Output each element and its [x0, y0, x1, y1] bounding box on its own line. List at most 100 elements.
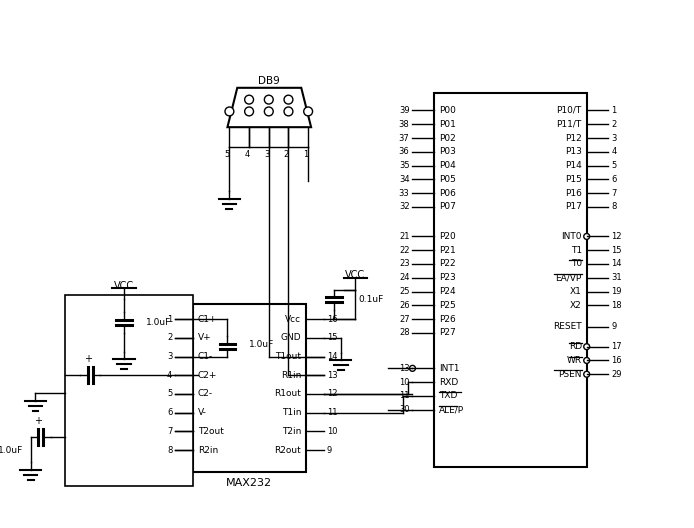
Text: 1: 1: [303, 150, 309, 159]
Circle shape: [245, 95, 253, 104]
Polygon shape: [228, 88, 311, 127]
Text: 17: 17: [611, 342, 622, 351]
Text: 16: 16: [327, 315, 337, 324]
Text: P24: P24: [439, 287, 456, 296]
Text: 13: 13: [399, 364, 409, 373]
Text: 2: 2: [284, 150, 289, 159]
Text: 23: 23: [399, 259, 409, 269]
Text: X2: X2: [570, 301, 582, 310]
Text: P05: P05: [439, 175, 456, 184]
Text: P15: P15: [565, 175, 582, 184]
Circle shape: [264, 107, 273, 116]
Text: P01: P01: [439, 120, 456, 129]
Text: 8: 8: [167, 446, 172, 455]
Text: P04: P04: [439, 161, 456, 170]
Text: 34: 34: [399, 175, 409, 184]
Text: 19: 19: [611, 287, 622, 296]
Text: 7: 7: [611, 188, 617, 197]
Text: PSEN: PSEN: [558, 370, 582, 379]
Circle shape: [284, 95, 293, 104]
Bar: [193, 304, 306, 472]
Text: 12: 12: [327, 390, 337, 399]
Text: 0.1uF: 0.1uF: [358, 295, 384, 304]
Text: 10: 10: [399, 378, 409, 386]
Circle shape: [584, 357, 590, 363]
Text: P17: P17: [565, 202, 582, 211]
Text: C2+: C2+: [198, 371, 217, 380]
Text: 39: 39: [399, 106, 409, 115]
Text: T2in: T2in: [282, 427, 301, 436]
Text: 15: 15: [327, 333, 337, 342]
Text: V+: V+: [198, 333, 212, 342]
Text: 16: 16: [611, 356, 622, 365]
Text: 32: 32: [399, 202, 409, 211]
Text: 7: 7: [167, 427, 172, 436]
Text: R2out: R2out: [275, 446, 301, 455]
Text: 31: 31: [611, 274, 622, 282]
Text: 1.0uF: 1.0uF: [146, 317, 171, 327]
Text: 5: 5: [611, 161, 616, 170]
Text: GND: GND: [280, 333, 301, 342]
Text: 12: 12: [611, 232, 622, 241]
Text: 13: 13: [327, 371, 337, 380]
Text: 37: 37: [399, 134, 409, 143]
Text: 22: 22: [399, 246, 409, 254]
Text: 29: 29: [611, 370, 622, 379]
Text: VCC: VCC: [346, 270, 366, 280]
Text: 36: 36: [399, 147, 409, 156]
Text: 30: 30: [399, 405, 409, 414]
Text: 15: 15: [611, 246, 622, 254]
Text: 1: 1: [611, 106, 616, 115]
Circle shape: [245, 107, 253, 116]
Text: 21: 21: [399, 232, 409, 241]
Text: P27: P27: [439, 328, 456, 337]
Circle shape: [409, 365, 416, 371]
Text: RESET: RESET: [553, 323, 582, 332]
Text: 9: 9: [611, 323, 616, 332]
Text: 2: 2: [167, 333, 172, 342]
Text: +: +: [84, 354, 92, 364]
Circle shape: [264, 95, 273, 104]
Text: 25: 25: [399, 287, 409, 296]
Text: P06: P06: [439, 188, 456, 197]
Text: P16: P16: [565, 188, 582, 197]
Circle shape: [584, 233, 590, 239]
Text: 8: 8: [611, 202, 617, 211]
Text: P21: P21: [439, 246, 456, 254]
Text: P10/T: P10/T: [557, 106, 582, 115]
Text: 28: 28: [399, 328, 409, 337]
Text: 6: 6: [167, 408, 172, 417]
Text: T0: T0: [570, 259, 582, 269]
Text: 5: 5: [225, 150, 230, 159]
Text: P03: P03: [439, 147, 456, 156]
Text: 3: 3: [611, 134, 617, 143]
Text: 11: 11: [399, 391, 409, 400]
Text: C2-: C2-: [198, 390, 213, 399]
Text: 14: 14: [611, 259, 622, 269]
Text: P12: P12: [565, 134, 582, 143]
Text: P00: P00: [439, 106, 456, 115]
Text: 4: 4: [167, 371, 172, 380]
Text: 4: 4: [611, 147, 616, 156]
Text: 10: 10: [327, 427, 337, 436]
Text: R1in: R1in: [281, 371, 301, 380]
Text: RXD: RXD: [439, 378, 458, 386]
Text: P11/T: P11/T: [557, 120, 582, 129]
Text: 4: 4: [244, 150, 250, 159]
Text: T1out: T1out: [276, 352, 301, 361]
Text: INT1: INT1: [439, 364, 459, 373]
Text: 5: 5: [167, 390, 172, 399]
Text: P14: P14: [565, 161, 582, 170]
Text: 14: 14: [327, 352, 337, 361]
Text: P07: P07: [439, 202, 456, 211]
Circle shape: [225, 107, 234, 116]
Text: 24: 24: [399, 274, 409, 282]
Text: 2: 2: [611, 120, 616, 129]
Text: +: +: [35, 417, 42, 427]
Text: DB9: DB9: [258, 76, 280, 86]
Text: P25: P25: [439, 301, 456, 310]
Text: T2out: T2out: [198, 427, 223, 436]
Text: P02: P02: [439, 134, 456, 143]
Text: 35: 35: [399, 161, 409, 170]
Text: INT0: INT0: [561, 232, 582, 241]
